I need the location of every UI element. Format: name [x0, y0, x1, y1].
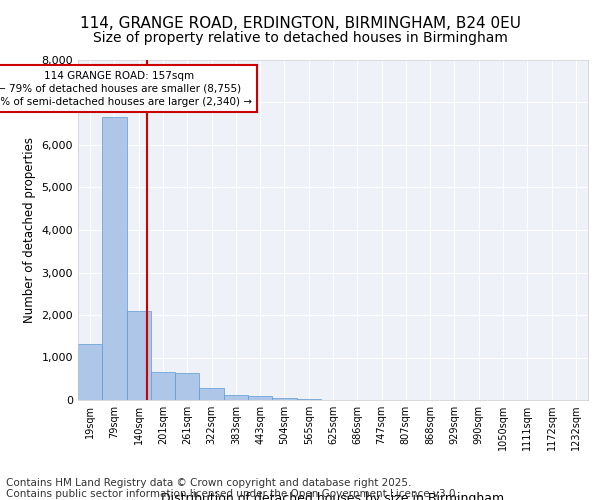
Bar: [175, 373, 199, 400]
Bar: [272, 398, 296, 400]
Bar: [78, 344, 102, 400]
Bar: [199, 388, 224, 400]
Y-axis label: Number of detached properties: Number of detached properties: [23, 137, 36, 323]
Bar: [151, 372, 175, 400]
Bar: [248, 396, 272, 400]
Text: Size of property relative to detached houses in Birmingham: Size of property relative to detached ho…: [92, 31, 508, 45]
Text: Contains HM Land Registry data © Crown copyright and database right 2025.
Contai: Contains HM Land Registry data © Crown c…: [6, 478, 459, 499]
Bar: [102, 118, 127, 400]
Text: 114, GRANGE ROAD, ERDINGTON, BIRMINGHAM, B24 0EU: 114, GRANGE ROAD, ERDINGTON, BIRMINGHAM,…: [79, 16, 521, 31]
X-axis label: Distribution of detached houses by size in Birmingham: Distribution of detached houses by size …: [161, 492, 505, 500]
Bar: [224, 394, 248, 400]
Bar: [127, 310, 151, 400]
Text: 114 GRANGE ROAD: 157sqm
← 79% of detached houses are smaller (8,755)
21% of semi: 114 GRANGE ROAD: 157sqm ← 79% of detache…: [0, 70, 252, 107]
